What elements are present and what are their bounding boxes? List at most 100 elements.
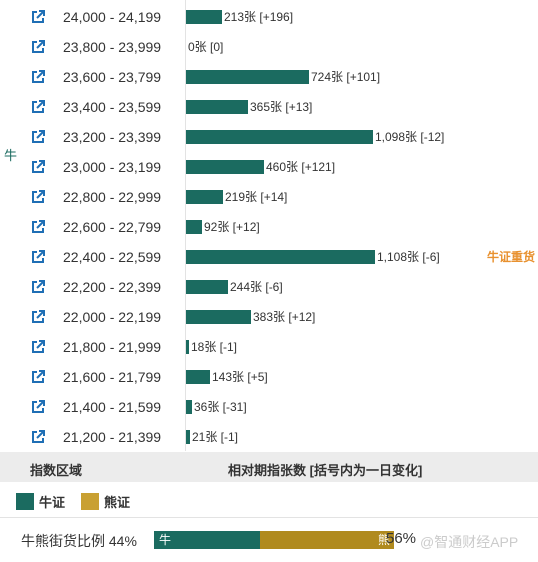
data-label: 244张 [-6] xyxy=(230,280,283,294)
bar xyxy=(186,340,189,354)
tick-label: 23,200 - 23,399 xyxy=(63,129,162,145)
external-link-icon[interactable] xyxy=(31,40,45,54)
chart-row: 24,000 - 24,199 213张 [+196] xyxy=(0,2,538,32)
ratio-bull-bar-label: 牛 xyxy=(159,533,172,547)
bar xyxy=(186,10,222,24)
legend: 牛证 熊证 xyxy=(0,486,538,516)
bar xyxy=(186,70,309,84)
bar xyxy=(186,220,202,234)
tick-label: 23,000 - 23,199 xyxy=(63,159,162,175)
tick-label: 22,200 - 22,399 xyxy=(63,279,162,295)
ratio-bull-segment: 牛 xyxy=(154,531,260,549)
bar xyxy=(186,430,190,444)
bar xyxy=(186,310,251,324)
chart-row: 23,800 - 23,999 0张 [0] xyxy=(0,32,538,62)
axis-line xyxy=(185,0,186,451)
header-count: 相对期指张数 [括号内为一日变化] xyxy=(228,463,423,478)
chart-row: 22,800 - 22,999 219张 [+14] xyxy=(0,182,538,212)
external-link-icon[interactable] xyxy=(31,340,45,354)
legend-item-bear[interactable]: 熊证 xyxy=(81,492,130,510)
chart-row: 22,600 - 22,799 92张 [+12] xyxy=(0,212,538,242)
ratio-label: 牛熊街货比例 44% xyxy=(21,531,137,551)
chart-row: 21,400 - 21,599 36张 [-31] xyxy=(0,392,538,422)
chart-row: 23,400 - 23,599 365张 [+13] xyxy=(0,92,538,122)
data-label: 21张 [-1] xyxy=(192,430,239,444)
watermark: @智通财经APP xyxy=(420,534,519,550)
legend-swatch-bull xyxy=(16,492,34,510)
legend-label-bull: 牛证 xyxy=(39,494,66,510)
data-label: 365张 [+13] xyxy=(250,100,313,114)
ratio-bear-pct: 56% xyxy=(386,530,417,547)
external-link-icon[interactable] xyxy=(31,250,45,264)
tick-label: 23,800 - 23,999 xyxy=(63,39,162,55)
table-header: 指数区域 相对期指张数 [括号内为一日变化] xyxy=(0,452,538,482)
chart-row: 23,000 - 23,199 460张 [+121] xyxy=(0,152,538,182)
bar xyxy=(186,160,264,174)
bar xyxy=(186,130,373,144)
chart-row: 22,400 - 22,599 1,108张 [-6] xyxy=(0,242,538,272)
data-label: 92张 [+12] xyxy=(204,220,260,234)
tick-label: 24,000 - 24,199 xyxy=(63,9,162,25)
bar-chart: 牛 牛证重货 24,000 - 24,199 213张 [+196] 23,800 … xyxy=(0,0,538,452)
legend-swatch-bear xyxy=(81,492,99,510)
header-range: 指数区域 xyxy=(30,463,83,478)
data-label: 36张 [-31] xyxy=(194,400,247,414)
tick-label: 22,600 - 22,799 xyxy=(63,219,162,235)
tick-label: 22,800 - 22,999 xyxy=(63,189,162,205)
bar xyxy=(186,280,228,294)
external-link-icon[interactable] xyxy=(31,220,45,234)
ratio-bull-pct: 44% xyxy=(108,533,137,549)
external-link-icon[interactable] xyxy=(31,370,45,384)
ratio-title: 牛熊街货比例 xyxy=(21,533,105,549)
bull-side-marker: 牛 xyxy=(4,148,18,163)
external-link-icon[interactable] xyxy=(31,400,45,414)
bar xyxy=(186,400,192,414)
bar xyxy=(186,100,248,114)
external-link-icon[interactable] xyxy=(31,430,45,444)
external-link-icon[interactable] xyxy=(31,160,45,174)
data-label: 143张 [+5] xyxy=(212,370,268,384)
bar xyxy=(186,190,223,204)
ratio-bear-segment: 熊 xyxy=(260,531,394,549)
bull-heavy-label: 牛证重货 xyxy=(486,250,535,264)
data-label: 460张 [+121] xyxy=(266,160,336,174)
chart-row: 22,000 - 22,199 383张 [+12] xyxy=(0,302,538,332)
external-link-icon[interactable] xyxy=(31,190,45,204)
legend-label-bear: 熊证 xyxy=(104,494,131,510)
bar xyxy=(186,370,210,384)
data-label: 724张 [+101] xyxy=(311,70,381,84)
chart-row: 23,200 - 23,399 1,098张 [-12] xyxy=(0,122,538,152)
external-link-icon[interactable] xyxy=(31,100,45,114)
data-label: 0张 [0] xyxy=(188,40,224,54)
chart-row: 23,600 - 23,799 724张 [+101] xyxy=(0,62,538,92)
tick-label: 23,600 - 23,799 xyxy=(63,69,162,85)
data-label: 213张 [+196] xyxy=(224,10,294,24)
data-label: 18张 [-1] xyxy=(191,340,238,354)
external-link-icon[interactable] xyxy=(31,70,45,84)
tick-label: 21,400 - 21,599 xyxy=(63,399,162,415)
external-link-icon[interactable] xyxy=(31,280,45,294)
legend-item-bull[interactable]: 牛证 xyxy=(16,492,65,510)
tick-label: 21,200 - 21,399 xyxy=(63,429,162,445)
chart-row: 21,600 - 21,799 143张 [+5] xyxy=(0,362,538,392)
external-link-icon[interactable] xyxy=(31,10,45,24)
bull-bear-ratio: 牛熊街货比例 44% 牛 熊 56% @智通财经APP xyxy=(0,528,538,552)
tick-label: 22,000 - 22,199 xyxy=(63,309,162,325)
divider xyxy=(0,517,538,518)
data-label: 1,108张 [-6] xyxy=(377,250,440,264)
chart-row: 21,800 - 21,999 18张 [-1] xyxy=(0,332,538,362)
ratio-bar: 牛 熊 xyxy=(154,531,394,549)
chart-row: 21,200 - 21,399 21张 [-1] xyxy=(0,422,538,452)
tick-label: 22,400 - 22,599 xyxy=(63,249,162,265)
data-label: 383张 [+12] xyxy=(253,310,316,324)
data-label: 1,098张 [-12] xyxy=(375,130,445,144)
tick-label: 23,400 - 23,599 xyxy=(63,99,162,115)
data-label: 219张 [+14] xyxy=(225,190,288,204)
bar xyxy=(186,250,375,264)
chart-row: 22,200 - 22,399 244张 [-6] xyxy=(0,272,538,302)
external-link-icon[interactable] xyxy=(31,310,45,324)
external-link-icon[interactable] xyxy=(31,130,45,144)
tick-label: 21,800 - 21,999 xyxy=(63,339,162,355)
tick-label: 21,600 - 21,799 xyxy=(63,369,162,385)
ratio-bear-bar-label: 熊 xyxy=(377,533,390,547)
